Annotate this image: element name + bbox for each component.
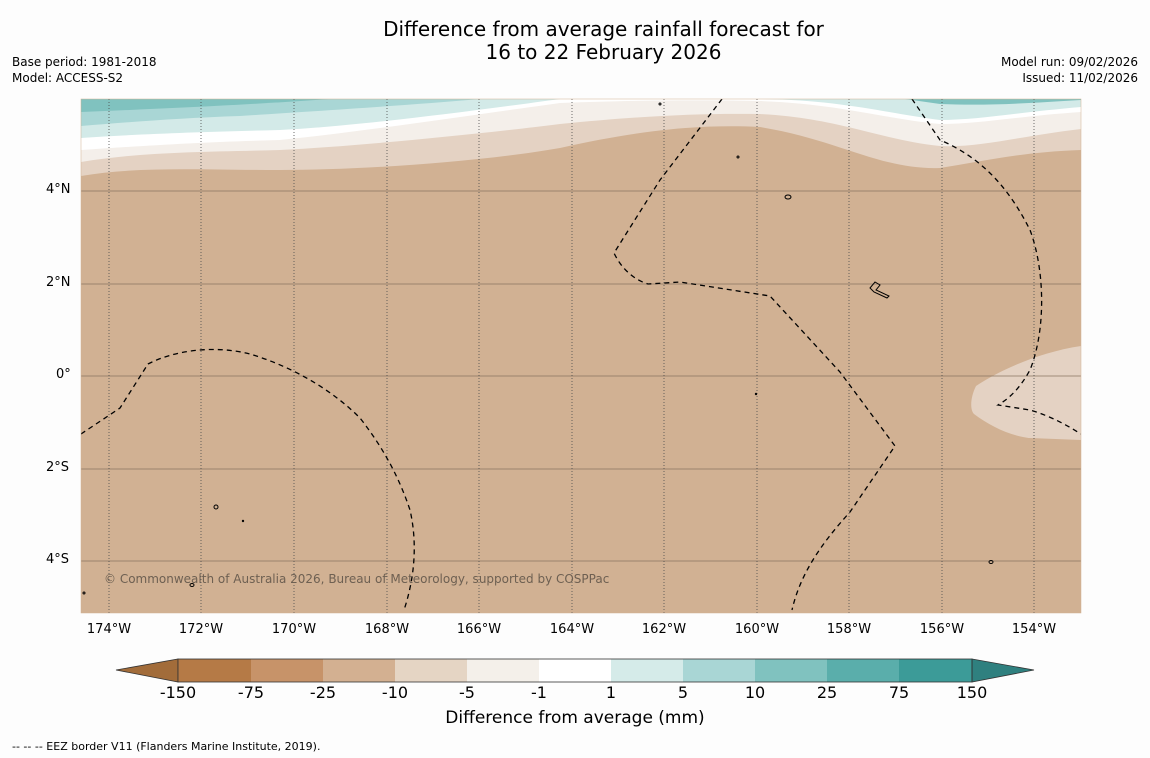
model-run: Model run: 09/02/2026 bbox=[1000, 55, 1138, 69]
eez-footnote: -- -- -- EEZ border V11 (Flanders Marine… bbox=[12, 740, 321, 753]
x-tick-label: 166°W bbox=[456, 622, 502, 637]
copyright-notice: © Commonwealth of Australia 2026, Bureau… bbox=[104, 572, 610, 586]
meta-right: Model run: 09/02/2026 Issued: 11/02/2026 bbox=[1001, 54, 1138, 86]
y-tick-label: 4°N bbox=[46, 182, 71, 197]
colorbar-label: -1 bbox=[531, 683, 547, 702]
cb-seg-3 bbox=[323, 659, 395, 682]
dry-anomaly-fill bbox=[81, 99, 1081, 613]
x-tick-label: 162°W bbox=[641, 622, 687, 637]
colorbar-label: 10 bbox=[744, 683, 766, 702]
colorbar-label: -10 bbox=[381, 683, 409, 702]
cb-seg-5 bbox=[467, 659, 539, 682]
x-tick-label: 172°W bbox=[178, 622, 224, 637]
colorbar-label: 25 bbox=[816, 683, 838, 702]
model-name: Model: ACCESS-S2 bbox=[12, 71, 124, 85]
colorbar-label: -75 bbox=[237, 683, 265, 702]
x-tick-label: 160°W bbox=[734, 622, 780, 637]
title-line-1: Difference from average rainfall forecas… bbox=[383, 17, 824, 41]
colorbar bbox=[115, 658, 1035, 683]
colorbar-title: Difference from average (mm) bbox=[445, 708, 705, 728]
cb-seg-1 bbox=[178, 659, 251, 682]
cb-seg-9 bbox=[755, 659, 827, 682]
colorbar-label: 1 bbox=[605, 683, 617, 702]
cb-arrow-high bbox=[971, 658, 1035, 683]
colorbar-label: 75 bbox=[888, 683, 910, 702]
x-tick-label: 170°W bbox=[271, 622, 317, 637]
band-wet-25 bbox=[81, 99, 330, 112]
latitude-lines bbox=[81, 190, 1081, 562]
y-tick-label: 4°S bbox=[46, 552, 70, 567]
islands bbox=[82, 102, 994, 595]
x-tick-label: 164°W bbox=[549, 622, 595, 637]
x-tick-label: 168°W bbox=[364, 622, 410, 637]
issued-date: Issued: 11/02/2026 bbox=[1022, 71, 1138, 85]
cb-seg-7 bbox=[611, 659, 683, 682]
cb-seg-11 bbox=[899, 659, 972, 682]
title-line-2: 16 to 22 February 2026 bbox=[485, 40, 722, 64]
patch-east bbox=[971, 346, 1081, 440]
cb-seg-6 bbox=[539, 659, 611, 682]
x-tick-label: 158°W bbox=[826, 622, 872, 637]
colorbar-label: -25 bbox=[309, 683, 337, 702]
y-tick-label: 0° bbox=[56, 367, 71, 382]
colorbar-label: -150 bbox=[159, 683, 197, 702]
colorbar-label: -5 bbox=[459, 683, 475, 702]
colorbar-label: 5 bbox=[677, 683, 689, 702]
x-tick-label: 154°W bbox=[1011, 622, 1057, 637]
map-title: Difference from average rainfall forecas… bbox=[0, 18, 1150, 64]
x-tick-label: 156°W bbox=[919, 622, 965, 637]
cb-arrow-low bbox=[115, 658, 179, 683]
cb-seg-10 bbox=[827, 659, 899, 682]
x-tick-label: 174°W bbox=[86, 622, 132, 637]
meta-left: Base period: 1981-2018 Model: ACCESS-S2 bbox=[12, 54, 157, 86]
colorbar-label: 150 bbox=[956, 683, 988, 702]
y-tick-label: 2°N bbox=[46, 275, 71, 290]
map-frame bbox=[80, 98, 1082, 614]
band-wet-25-east bbox=[905, 99, 1081, 105]
y-tick-label: 2°S bbox=[46, 460, 70, 475]
eez-borders bbox=[81, 99, 1081, 611]
map-plot-area bbox=[81, 99, 1081, 613]
cb-seg-2 bbox=[251, 659, 323, 682]
base-period: Base period: 1981-2018 bbox=[12, 55, 157, 69]
cb-seg-8 bbox=[683, 659, 755, 682]
cb-seg-4 bbox=[395, 659, 467, 682]
cb-outline bbox=[177, 658, 973, 683]
